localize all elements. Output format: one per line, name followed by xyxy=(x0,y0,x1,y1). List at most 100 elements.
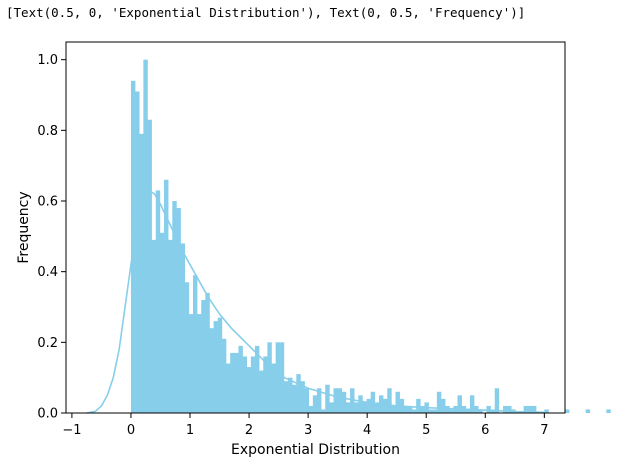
histogram-bar xyxy=(238,345,243,413)
histogram-bar xyxy=(350,388,355,413)
histogram-bar xyxy=(457,395,462,413)
cell-output-text: [Text(0.5, 0, 'Exponential Distribution'… xyxy=(6,5,526,20)
histogram-bar xyxy=(387,388,392,413)
histogram-bar xyxy=(147,119,152,413)
histogram-bar xyxy=(465,409,471,413)
histogram-bar xyxy=(254,345,260,413)
histogram-bar xyxy=(180,243,185,413)
histogram-bar xyxy=(259,370,264,413)
histogram-bar xyxy=(531,405,537,413)
histogram-bar xyxy=(139,133,144,413)
histogram-bar xyxy=(143,59,148,414)
histogram-bar xyxy=(383,398,388,413)
histogram-bar xyxy=(341,391,347,413)
histogram-bar xyxy=(391,405,396,413)
y-tick-label: 0.0 xyxy=(37,407,58,422)
y-tick-label: 0.8 xyxy=(37,124,58,139)
histogram-bar xyxy=(523,405,529,413)
histogram-bar xyxy=(151,239,157,413)
histogram-bar xyxy=(358,395,363,413)
histogram-bar xyxy=(267,342,272,413)
histogram-bar xyxy=(296,374,301,413)
histogram-bar xyxy=(321,409,326,413)
histogram-bar xyxy=(275,342,281,413)
histogram-bar xyxy=(432,409,438,413)
x-tick-label: 2 xyxy=(245,423,253,438)
histogram-bar xyxy=(271,363,276,413)
histogram-bar xyxy=(242,356,248,413)
x-tick-label: 7 xyxy=(540,423,548,438)
histogram-bar xyxy=(304,388,310,413)
histogram-bar xyxy=(300,381,305,413)
histogram-bar xyxy=(478,409,483,413)
histogram-bar xyxy=(486,405,491,413)
histogram-bar xyxy=(312,395,318,413)
histogram-bar xyxy=(168,239,173,413)
x-tick-label: 1 xyxy=(186,423,194,438)
histogram-bar xyxy=(316,388,322,413)
histogram-bar xyxy=(329,402,334,413)
plot-frame xyxy=(65,41,566,414)
histogram-bar xyxy=(449,409,454,413)
histogram-bar xyxy=(403,405,409,413)
histogram-bar xyxy=(246,367,252,413)
x-tick-label: −1 xyxy=(62,423,81,438)
histogram-bar xyxy=(469,395,475,413)
histogram-bar xyxy=(374,402,380,413)
histogram-bar xyxy=(155,190,161,413)
histogram-bar xyxy=(436,391,442,413)
y-axis-ticks: 0.0 0.2 0.4 0.6 0.8 1.0 xyxy=(37,53,66,422)
histogram-bar xyxy=(292,384,297,413)
histogram-bar xyxy=(263,356,268,413)
histogram-bar xyxy=(502,405,508,413)
histogram-bar xyxy=(445,405,450,413)
histogram-bar xyxy=(565,409,570,413)
histogram-bar xyxy=(205,292,210,413)
histogram-bar xyxy=(176,208,181,413)
x-tick-label: 5 xyxy=(422,423,430,438)
histogram-bar xyxy=(366,398,372,413)
histogram-bar xyxy=(230,352,235,413)
x-tick-label: 3 xyxy=(304,423,312,438)
histogram-bar xyxy=(279,342,285,413)
histogram-bar xyxy=(337,388,343,413)
histogram-bar xyxy=(201,299,206,413)
histogram-bars xyxy=(130,59,611,414)
histogram-bar xyxy=(221,338,227,413)
x-tick-label: 0 xyxy=(127,423,135,438)
histogram-bar xyxy=(606,409,611,413)
histogram-bar xyxy=(250,356,256,413)
histogram-bar xyxy=(407,405,413,413)
y-tick-label: 0.4 xyxy=(37,265,58,280)
y-axis-label: Frequency xyxy=(16,191,32,263)
histogram-bar xyxy=(192,275,198,413)
density-curve xyxy=(86,189,545,414)
histogram-bar xyxy=(544,409,549,413)
histogram-bar xyxy=(308,405,314,413)
histogram-bar xyxy=(362,402,367,413)
histogram-bar xyxy=(428,409,434,413)
histogram-bar xyxy=(325,384,330,413)
histogram-bar xyxy=(507,405,512,413)
histogram-bar xyxy=(159,232,165,413)
histogram-bar xyxy=(283,381,289,413)
histogram-bar xyxy=(135,91,140,413)
histogram-bar xyxy=(184,282,190,413)
x-tick-label: 6 xyxy=(481,423,489,438)
histogram-bar xyxy=(172,201,177,413)
histogram-bar xyxy=(395,391,400,413)
histogram-bar xyxy=(197,314,202,413)
histogram-bar xyxy=(188,314,194,413)
y-tick-label: 0.6 xyxy=(37,195,58,210)
histogram-bar xyxy=(345,402,351,413)
histogram-bar xyxy=(217,317,223,413)
y-tick-label: 0.2 xyxy=(37,336,58,351)
histogram-bar xyxy=(164,179,169,413)
histogram-bar xyxy=(354,402,359,413)
x-axis-label: Exponential Distribution xyxy=(231,442,400,458)
x-axis-ticks: −1 0 1 2 3 4 5 6 7 xyxy=(62,413,548,438)
histogram-bar xyxy=(420,405,425,413)
histogram-bar xyxy=(213,321,219,413)
histogram-bar xyxy=(226,363,231,413)
